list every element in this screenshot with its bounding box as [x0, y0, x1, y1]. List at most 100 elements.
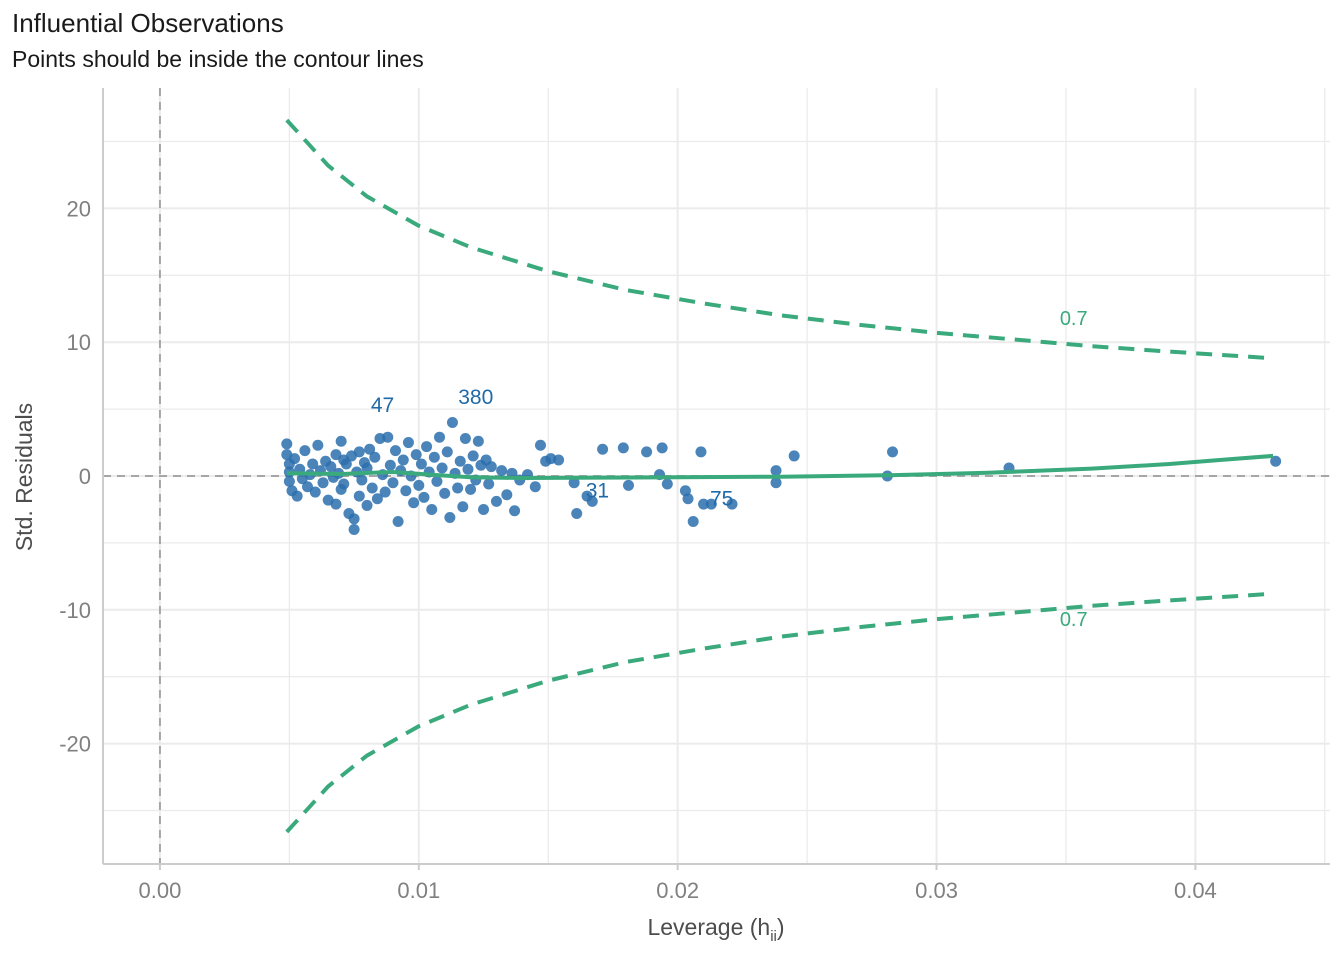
data-point — [283, 475, 295, 487]
data-point — [330, 498, 342, 510]
data-point — [446, 416, 458, 428]
data-point — [441, 446, 453, 458]
data-point — [408, 497, 420, 509]
data-point — [597, 443, 609, 455]
data-point — [1270, 455, 1282, 467]
y-tick-label: 0 — [79, 464, 91, 489]
data-point — [309, 486, 321, 498]
reference-lines — [103, 88, 1330, 864]
y-tick-label: 10 — [67, 330, 91, 355]
data-point — [392, 515, 404, 527]
x-axis-label-subscript: ii — [770, 928, 777, 945]
data-point — [770, 465, 782, 477]
tick-labels: 0.00 0.01 0.02 0.03 0.04 -20 -10 0 10 20 — [59, 196, 1217, 903]
data-point — [353, 490, 365, 502]
contour-lines: 0.7 0.7 — [285, 118, 1274, 834]
smooth-curve — [286, 453, 1274, 480]
data-point — [457, 501, 469, 513]
x-axis-label: Leverage (hii) — [647, 914, 784, 945]
data-point — [509, 505, 521, 517]
data-point — [307, 458, 319, 470]
data-point — [387, 477, 399, 489]
point-label: 31 — [586, 479, 609, 502]
data-point — [490, 495, 502, 507]
data-point — [415, 458, 427, 470]
x-tick-label: 0.03 — [915, 878, 958, 903]
data-point — [496, 465, 508, 477]
data-point — [695, 446, 707, 458]
data-point — [428, 451, 440, 463]
data-point — [529, 481, 541, 493]
point-labels: 47 380 31 75 — [371, 386, 733, 511]
data-point — [400, 485, 412, 497]
data-point — [770, 477, 782, 489]
data-point — [384, 459, 396, 471]
data-point — [361, 499, 373, 511]
data-point — [454, 455, 466, 467]
point-label: 47 — [371, 394, 394, 417]
data-point — [421, 441, 433, 453]
contour-label: 0.7 — [1060, 308, 1088, 330]
data-point — [299, 445, 311, 457]
data-point — [390, 445, 402, 457]
data-point — [348, 524, 360, 536]
data-point — [348, 513, 360, 525]
data-point — [353, 446, 365, 458]
data-point — [534, 439, 546, 451]
chart-subtitle: Points should be inside the contour line… — [12, 46, 424, 72]
data-point — [356, 474, 368, 486]
data-point — [369, 451, 381, 463]
data-point — [413, 479, 425, 491]
data-point — [325, 461, 337, 473]
data-point — [682, 493, 694, 505]
y-tick-label: 20 — [67, 196, 91, 221]
data-point — [485, 461, 497, 473]
lower-contour-line — [285, 591, 1274, 834]
data-point — [571, 507, 583, 519]
contour-label: 0.7 — [1060, 609, 1088, 631]
data-point — [705, 498, 717, 510]
data-point — [361, 462, 373, 474]
data-point — [289, 453, 301, 465]
data-point — [379, 486, 391, 498]
data-point — [364, 443, 376, 455]
data-point — [452, 482, 464, 494]
data-point — [434, 431, 446, 443]
data-point — [436, 462, 448, 474]
data-point — [410, 449, 422, 461]
data-point — [340, 458, 352, 470]
point-label: 75 — [710, 487, 733, 510]
data-point — [586, 495, 598, 507]
data-point — [698, 498, 710, 510]
point-label: 380 — [458, 386, 493, 409]
x-tick-label: 0.01 — [397, 878, 440, 903]
data-point — [312, 439, 324, 451]
data-point — [459, 433, 471, 445]
data-point — [302, 481, 313, 493]
data-point — [382, 431, 394, 443]
data-point — [726, 498, 738, 510]
data-point — [439, 487, 451, 499]
data-point — [472, 435, 484, 447]
data-point — [501, 489, 513, 501]
data-point — [465, 483, 477, 495]
y-tick-label: -20 — [59, 732, 91, 757]
upper-contour-line — [285, 118, 1274, 361]
data-point — [317, 477, 329, 489]
data-point — [622, 479, 634, 491]
data-point — [291, 490, 303, 502]
data-point — [418, 491, 430, 503]
data-point — [444, 511, 456, 523]
data-point — [887, 446, 899, 458]
data-point — [462, 463, 474, 475]
data-point — [617, 442, 629, 454]
x-axis-label-close: ) — [777, 914, 785, 940]
data-point — [478, 503, 490, 515]
data-point — [641, 446, 653, 458]
data-point — [656, 442, 668, 454]
data-point — [366, 482, 378, 494]
data-point — [568, 477, 580, 489]
data-point — [661, 478, 673, 490]
y-axis-label: Std. Residuals — [11, 403, 37, 551]
